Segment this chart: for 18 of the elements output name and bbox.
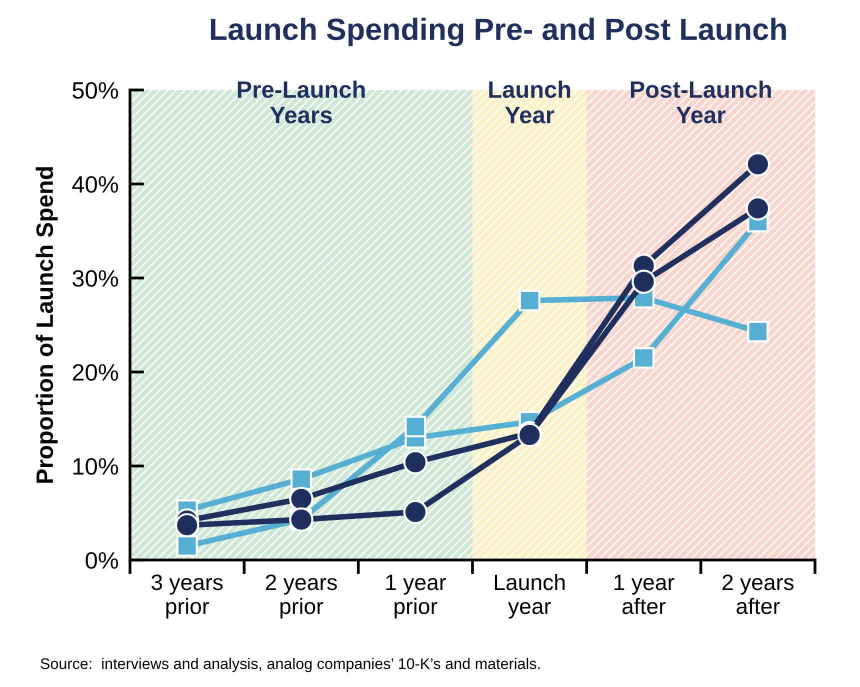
y-tick-label: 40% — [72, 176, 118, 193]
band-label: Post-Launch Year — [630, 80, 771, 124]
x-tick-label: 1 year after — [614, 574, 674, 614]
x-tick-label: 2 years after — [722, 574, 794, 614]
y-tick-label: 0% — [86, 552, 118, 569]
band-label: Launch Year — [489, 80, 570, 124]
chart-title: Launch Spending Pre- and Post Launch — [210, 18, 786, 46]
band-label: Pre-Launch Years — [238, 80, 365, 124]
x-tick-label: 2 years prior — [266, 574, 337, 619]
y-tick-label: 50% — [72, 82, 118, 99]
source-note: Source: interviews and analysis, analog companies’ 10-K’s and materials. — [40, 658, 540, 672]
y-tick-label: 30% — [72, 270, 118, 287]
y-axis-title: Proportion of Launch Spend — [36, 167, 58, 483]
y-tick-label: 20% — [72, 364, 118, 381]
x-tick-label: 1 year prior — [386, 574, 446, 619]
y-tick-label: 10% — [73, 458, 118, 475]
x-tick-label: 3 years prior — [151, 574, 223, 619]
x-tick-label: Launch year — [494, 574, 565, 619]
